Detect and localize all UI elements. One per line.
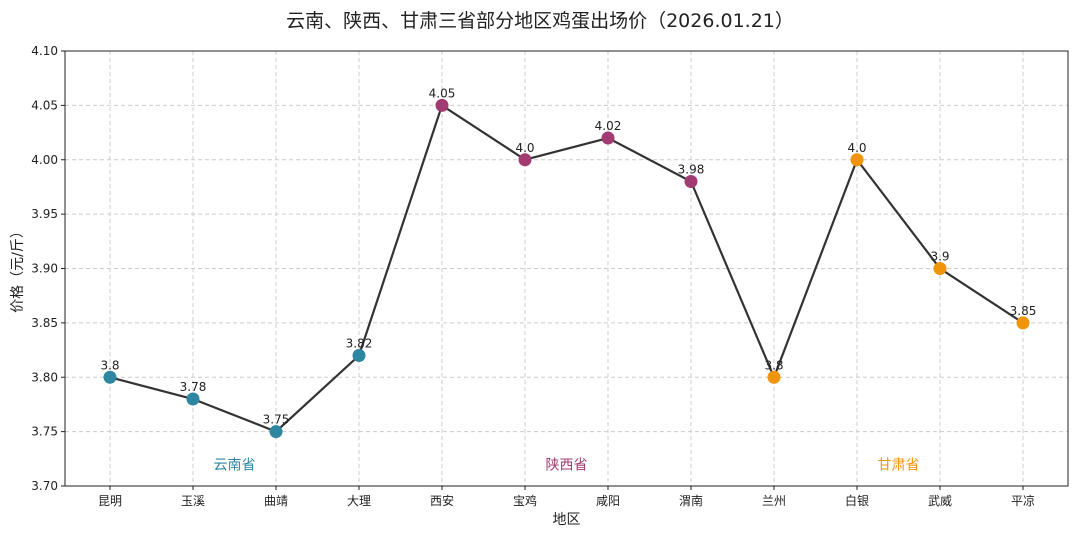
series-line [109,103,1024,433]
data-label: 3.9 [930,250,949,264]
y-axis-label: 价格（元/斤） [10,224,26,313]
data-label: 3.78 [180,380,207,394]
x-tick-label: 大理 [347,494,371,508]
x-tick-label: 武威 [928,494,952,508]
chart-title: 云南、陕西、甘肃三省部分地区鸡蛋出场价（2026.01.21） [286,10,794,32]
data-point [435,98,449,112]
y-tick-label: 3.95 [31,207,58,221]
y-axis-ticks: 3.70 3.75 3.80 3.85 3.90 3.95 4.00 4.05 4.10 [31,44,65,493]
x-tick-label: 渭南 [679,493,703,508]
x-tick-label: 曲靖 [264,494,288,508]
data-point [684,175,698,188]
data-label: 3.8 [764,358,783,372]
y-tick-label: 4.05 [31,98,58,112]
province-label: 甘肃省 [878,457,920,473]
data-point [352,349,366,362]
data-label: 4.05 [429,86,456,100]
data-label: 4.02 [595,119,622,133]
data-point [767,370,781,384]
data-labels: 3.8 3.78 3.75 3.82 4.05 4.0 4.02 3.98 3.8 4.0 3.9 3… [100,86,1036,426]
data-label: 3.98 [678,163,705,177]
province-label: 云南省 [214,457,256,473]
x-tick-label: 宝鸡 [513,493,537,508]
x-axis-ticks: 昆明 玉溪 曲靖 大理 西安 宝鸡 咸阳 渭南 兰州 白银 武威 平凉 [98,486,1035,508]
data-label: 3.75 [263,413,290,427]
x-tick-label: 玉溪 [181,494,205,508]
data-point [103,370,117,384]
grid-lines [65,50,1068,487]
data-label: 3.82 [346,337,373,351]
province-label: 陕西省 [546,457,588,473]
data-label: 3.8 [100,358,119,372]
y-tick-label: 3.80 [31,370,58,384]
y-tick-label: 4.10 [31,44,58,58]
y-tick-label: 3.75 [31,425,58,439]
x-tick-label: 西安 [430,493,454,508]
series-line-path [109,103,1024,433]
x-tick-label: 白银 [845,493,869,508]
data-point [601,131,615,145]
data-point [518,153,532,167]
data-label: 4.0 [515,141,534,155]
x-tick-label: 昆明 [98,494,122,508]
y-tick-label: 3.90 [31,262,58,276]
data-point [269,425,283,439]
y-tick-label: 4.00 [31,153,58,167]
province-labels: 云南省 陕西省 甘肃省 [214,457,920,473]
data-points [103,98,1030,439]
data-point [933,262,947,275]
x-axis-label: 地区 [553,512,581,528]
y-tick-label: 3.70 [31,479,58,493]
x-tick-label: 咸阳 [596,494,620,508]
data-label: 4.0 [847,141,866,155]
x-tick-label: 兰州 [762,494,786,508]
data-point [186,392,200,406]
data-point [850,153,864,167]
x-tick-label: 平凉 [1011,493,1035,508]
y-tick-label: 3.85 [31,316,58,330]
data-label: 3.85 [1010,304,1037,318]
data-point [1016,316,1030,330]
